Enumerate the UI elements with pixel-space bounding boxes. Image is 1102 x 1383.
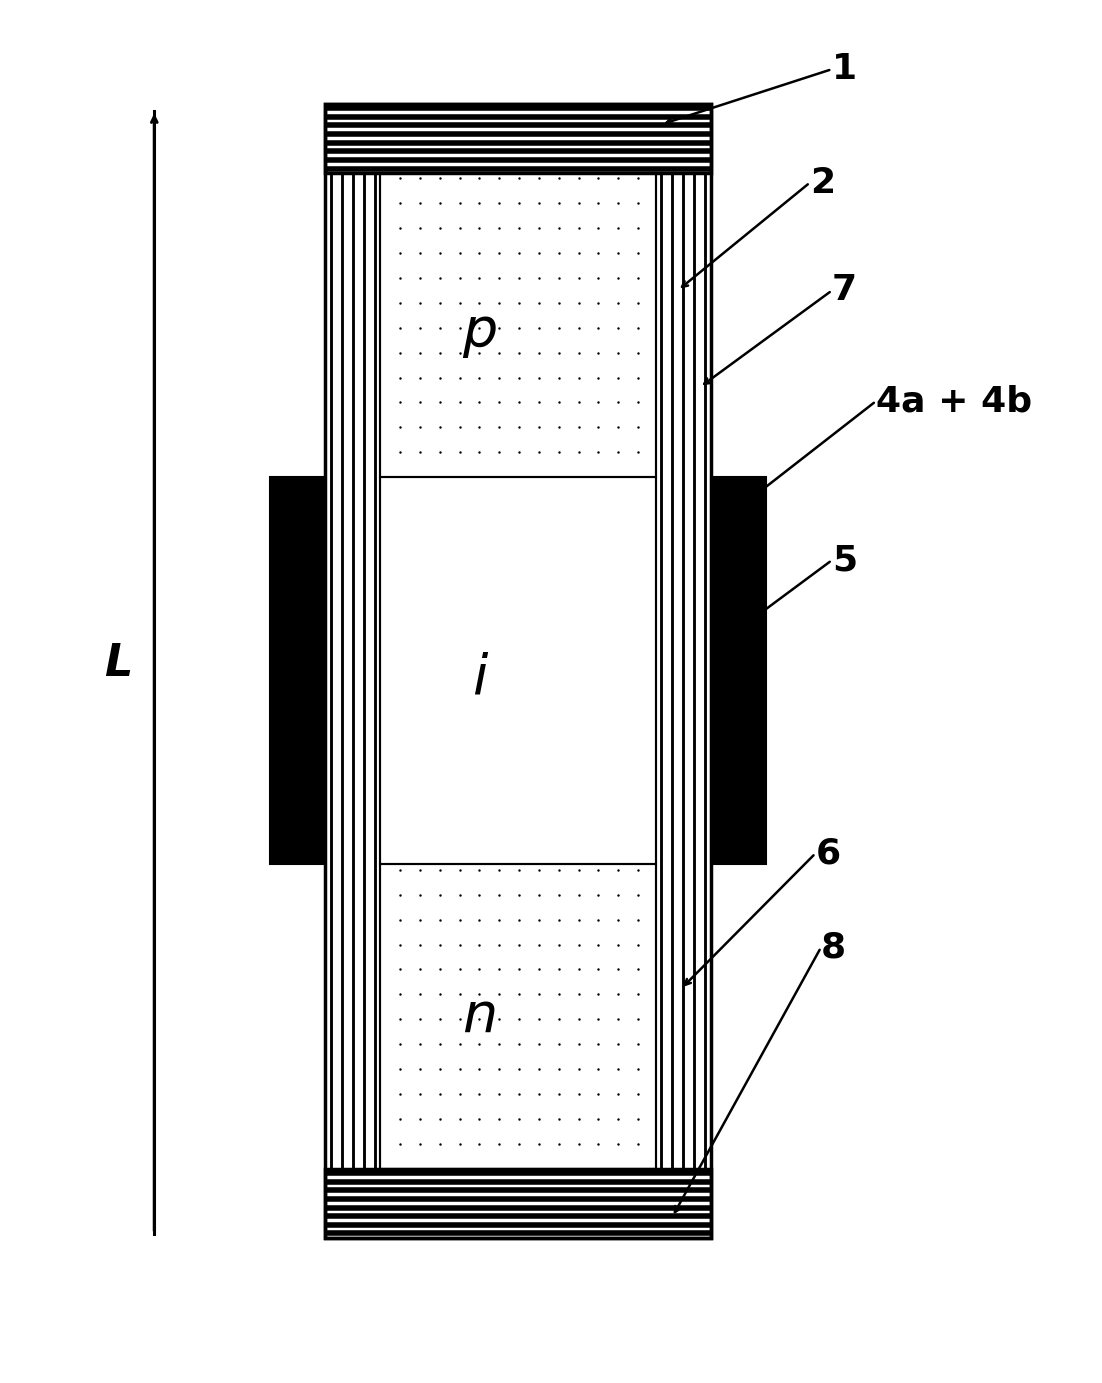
Bar — [325, 104, 711, 173]
Bar — [380, 173, 656, 477]
Bar — [380, 173, 656, 477]
Text: 2: 2 — [810, 166, 835, 199]
Text: p: p — [462, 306, 497, 358]
Text: L: L — [104, 642, 132, 686]
Bar — [325, 104, 711, 173]
Text: 6: 6 — [815, 837, 841, 870]
Text: n: n — [462, 990, 497, 1043]
Text: i: i — [472, 651, 487, 704]
Bar — [325, 1169, 711, 1238]
Bar — [380, 864, 656, 1169]
Bar — [270, 477, 325, 864]
Text: 4a + 4b: 4a + 4b — [876, 384, 1033, 418]
Bar — [380, 477, 656, 864]
Text: 7: 7 — [832, 274, 857, 307]
Bar — [711, 477, 766, 864]
Text: 1: 1 — [832, 53, 857, 86]
Bar — [325, 173, 380, 1169]
Bar — [325, 1169, 711, 1238]
Text: 5: 5 — [832, 544, 857, 577]
Bar — [325, 104, 711, 1238]
Bar — [380, 864, 656, 1169]
Text: 8: 8 — [821, 931, 846, 964]
Bar — [656, 173, 711, 1169]
Bar — [380, 477, 656, 864]
Bar — [380, 173, 656, 1169]
Bar — [325, 104, 711, 1238]
